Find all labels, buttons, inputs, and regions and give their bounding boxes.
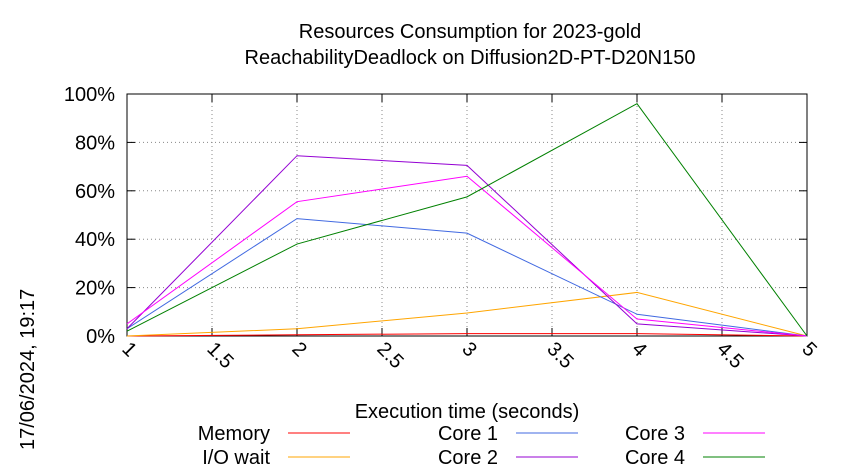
- x-axis: 1 1.5 2 2.5 3 3.5 4 4.5 5: [117, 94, 821, 373]
- x-axis-label: Execution time (seconds): [355, 401, 580, 423]
- chart-title: Resources Consumption for 2023-gold: [299, 21, 641, 43]
- series-line-i-o-wait: [126, 291, 808, 337]
- grid: [127, 94, 807, 336]
- series-line-core-2: [126, 155, 808, 337]
- x-tick-label: 1.5: [202, 338, 237, 373]
- x-tick-label: 5: [797, 338, 820, 361]
- legend-label-core-2: Core 2: [438, 447, 498, 469]
- series-line-memory: [126, 333, 808, 337]
- series-line-core-1: [126, 218, 808, 337]
- y-tick-label: 40%: [75, 229, 115, 251]
- series-line-core-4: [126, 103, 808, 337]
- series-lines: [126, 103, 808, 337]
- x-tick-label: 1: [117, 338, 140, 361]
- legend-label-core-4: Core 4: [625, 447, 685, 469]
- y-axis: 0% 20% 40% 60% 80% 100%: [64, 84, 807, 348]
- x-tick-label: 4: [627, 338, 650, 361]
- legend-label-core-3: Core 3: [625, 423, 685, 445]
- timestamp-label: 17/06/2024, 19:17: [17, 289, 39, 450]
- legend-label-core-1: Core 1: [438, 423, 498, 445]
- y-tick-label: 60%: [75, 181, 115, 203]
- x-tick-label: 2: [287, 338, 310, 361]
- series-line-core-3: [126, 175, 808, 337]
- x-tick-label: 4.5: [712, 338, 747, 373]
- legend-label-memory: Memory: [198, 423, 270, 445]
- legend-label-i-o-wait: I/O wait: [202, 447, 270, 469]
- y-tick-label: 0%: [86, 326, 115, 348]
- x-tick-label: 3.5: [542, 338, 577, 373]
- x-tick-label: 2.5: [372, 338, 407, 373]
- y-tick-label: 20%: [75, 278, 115, 300]
- y-tick-label: 80%: [75, 132, 115, 154]
- chart-subtitle: ReachabilityDeadlock on Diffusion2D-PT-D…: [245, 47, 696, 69]
- x-tick-label: 3: [457, 338, 480, 361]
- y-tick-label: 100%: [64, 84, 115, 106]
